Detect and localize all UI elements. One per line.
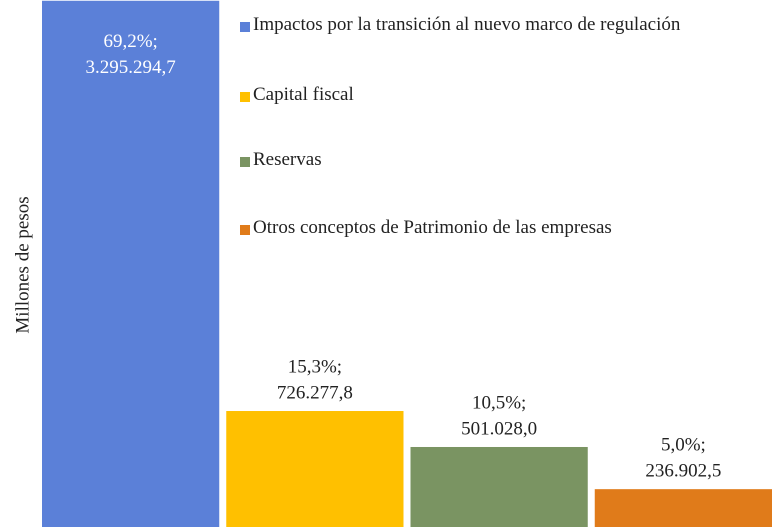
bar	[594, 489, 772, 527]
legend-swatch	[240, 157, 250, 167]
data-label: 10,5%;	[472, 392, 526, 413]
legend-entry: Impactos por la transición al nuevo marc…	[240, 14, 760, 38]
legend-entry: Reservas	[240, 149, 760, 173]
bar	[42, 0, 220, 528]
data-label: 15,3%;	[288, 356, 342, 377]
bar	[226, 411, 404, 527]
legend-swatch	[240, 22, 250, 32]
legend-label: Reservas	[253, 149, 322, 170]
legend-swatch	[240, 225, 250, 235]
y-axis-label: Millones de pesos	[12, 196, 33, 333]
legend-swatch	[240, 92, 250, 102]
data-label: 3.295.294,7	[86, 57, 176, 78]
legend-label: Capital fiscal	[253, 84, 354, 105]
data-label: 5,0%;	[661, 435, 706, 456]
legend-entry: Otros conceptos de Patrimonio de las emp…	[240, 217, 760, 241]
bar	[410, 446, 588, 527]
data-label: 69,2%;	[103, 31, 157, 52]
data-label: 726.277,8	[277, 382, 353, 403]
data-label: 501.028,0	[461, 418, 537, 439]
legend-entry: Capital fiscal	[240, 84, 760, 108]
data-label: 236.902,5	[645, 461, 721, 482]
legend-label: Impactos por la transición al nuevo marc…	[253, 14, 681, 35]
legend-label: Otros conceptos de Patrimonio de las emp…	[253, 217, 612, 238]
